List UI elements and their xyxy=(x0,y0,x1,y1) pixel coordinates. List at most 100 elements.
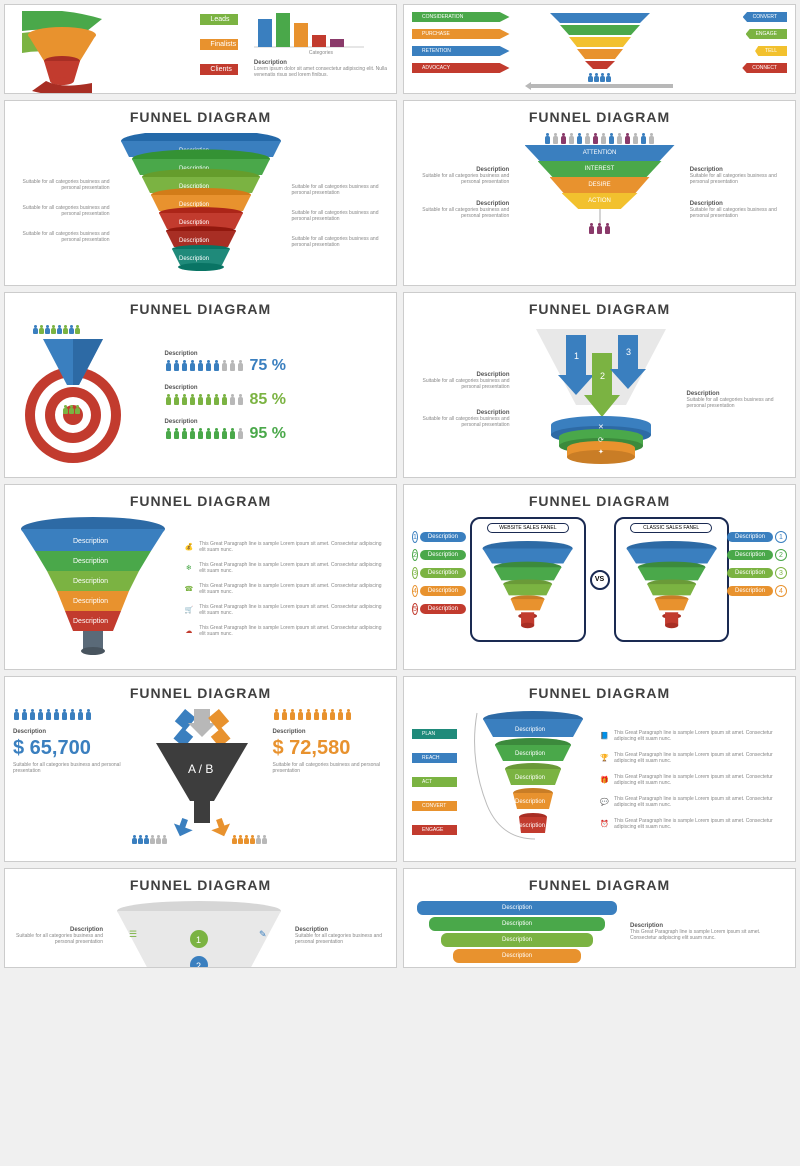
slide-6: FUNNEL DIAGRAM DescriptionSuitable for a… xyxy=(403,292,796,478)
ribbon-funnel: Description Description Description Desc… xyxy=(465,709,593,849)
stage-attention: ATTENTION xyxy=(525,145,675,161)
title: FUNNEL DIAGRAM xyxy=(13,109,388,125)
ab-funnel: A / B xyxy=(132,709,267,844)
svg-text:✕: ✕ xyxy=(598,424,604,431)
return-arrow xyxy=(525,82,675,92)
people-left xyxy=(13,709,126,721)
cap-l1: Suitable for all categories business and… xyxy=(20,179,110,191)
svg-text:Description: Description xyxy=(73,558,108,565)
striped-funnel xyxy=(545,11,655,71)
funnel-ribbon xyxy=(22,11,192,93)
left-tag-1: CONSIDERATION xyxy=(412,12,510,22)
stage-action: ACTION xyxy=(562,193,638,209)
bullet-4: 🛒This Great Paragraph line is sample Lor… xyxy=(185,604,389,616)
label-leads: Leads xyxy=(200,14,238,25)
stage-desire: DESIRE xyxy=(550,177,650,193)
svg-text:Description: Description xyxy=(73,598,108,605)
svg-text:Description: Description xyxy=(179,202,209,208)
target-funnel xyxy=(13,325,155,465)
svg-text:Description: Description xyxy=(515,823,545,829)
phone-icon: ☎ xyxy=(185,584,194,594)
right-tag-1: CONVERT xyxy=(743,12,787,22)
stage-tags: PLAN REACH ACT CONVERT ENGAGE xyxy=(412,722,457,836)
svg-text:Description: Description xyxy=(73,578,108,585)
gray-funnel: 1 2 ☰ ✎ xyxy=(109,901,289,968)
svg-text:2: 2 xyxy=(196,961,201,968)
svg-text:3: 3 xyxy=(626,347,631,357)
cap-r1: Suitable for all categories business and… xyxy=(292,184,382,196)
slide-10: FUNNEL DIAGRAM PLAN REACH ACT CONVERT EN… xyxy=(403,676,796,862)
cup-funnel: Description Description Description Desc… xyxy=(13,517,171,657)
people-walk xyxy=(588,73,611,82)
trophy-icon: 🏆 xyxy=(600,753,609,763)
vs-left-card: WEBSITE SALES FANEL xyxy=(470,517,585,642)
people-right xyxy=(273,709,386,721)
people-bottom xyxy=(588,223,611,235)
svg-text:☰: ☰ xyxy=(129,929,137,939)
slide-4: FUNNEL DIAGRAM DescriptionSuitable for a… xyxy=(403,100,796,286)
chart-caption: Categories xyxy=(254,50,388,56)
slide-8: FUNNEL DIAGRAM 1Description 2Description… xyxy=(403,484,796,670)
label-finalists: Finalists xyxy=(200,39,238,50)
svg-text:Description: Description xyxy=(179,256,209,262)
svg-text:✦: ✦ xyxy=(598,448,604,456)
slide-5: FUNNEL DIAGRAM Description xyxy=(4,292,397,478)
right-tag-4: CONNECT xyxy=(742,63,787,73)
cap-r3: Suitable for all categories business and… xyxy=(292,236,382,248)
vs-right-card: CLASSIC SALES FANEL xyxy=(614,517,729,642)
bullet-5: ☁This Great Paragraph line is sample Lor… xyxy=(185,625,389,637)
svg-text:Description: Description xyxy=(73,538,108,545)
label-clients: Clients xyxy=(200,64,238,75)
slide-12: FUNNEL DIAGRAM Description Description D… xyxy=(403,868,796,968)
left-tag-2: PURCHASE xyxy=(412,29,510,39)
desc-body: Lorem ipsum dolor sit amet consectetur a… xyxy=(254,66,388,78)
bullet-1: 💰This Great Paragraph line is sample Lor… xyxy=(185,541,389,553)
cap-l2: Suitable for all categories business and… xyxy=(20,205,110,217)
svg-text:1: 1 xyxy=(196,935,201,945)
left-tag-4: ADVOCACY xyxy=(412,63,510,73)
slide-grid: Leads Finalists Clients Categories Descr… xyxy=(0,0,800,972)
slide-7: FUNNEL DIAGRAM Description Description D… xyxy=(4,484,397,670)
pct-row-2: Description 85 % xyxy=(165,385,388,409)
amount-left: $ 65,700 xyxy=(13,737,126,760)
slide-3: FUNNEL DIAGRAM Suitable for all categori… xyxy=(4,100,397,286)
svg-text:Description: Description xyxy=(179,220,209,226)
stacked-3d-funnel: Description Description Description Descrip… xyxy=(116,133,286,283)
title: FUNNEL DIAGRAM xyxy=(13,301,388,317)
cloud-icon: ☁ xyxy=(185,626,194,636)
flat-bands: Description Description Description Desc… xyxy=(412,901,622,963)
right-pills: Description1 Description2 Description3 D… xyxy=(735,517,788,597)
svg-text:Description: Description xyxy=(515,751,545,757)
amount-right: $ 72,580 xyxy=(273,737,386,760)
book-icon: 📘 xyxy=(600,731,609,741)
svg-text:Description: Description xyxy=(515,727,545,733)
people-top xyxy=(544,133,655,145)
svg-text:✎: ✎ xyxy=(259,929,267,939)
right-tag-2: ENGAGE xyxy=(746,29,787,39)
cap-r2: Suitable for all categories business and… xyxy=(292,210,382,222)
slide-9: FUNNEL DIAGRAM Description $ 65,700 Suit… xyxy=(4,676,397,862)
snow-icon: ❄ xyxy=(185,563,194,573)
clock-icon: ⏰ xyxy=(600,819,609,829)
title: FUNNEL DIAGRAM xyxy=(412,877,787,893)
slide-11: FUNNEL DIAGRAM DescriptionSuitable for a… xyxy=(4,868,397,968)
bag-icon: 💰 xyxy=(185,542,194,552)
bullet-3: ☎This Great Paragraph line is sample Lor… xyxy=(185,583,389,595)
left-pills: 1Description 2Description 3Description 4… xyxy=(412,517,465,615)
pct-row-3: Description 95 % xyxy=(165,419,388,443)
svg-text:Description: Description xyxy=(515,775,545,781)
mini-bar-chart xyxy=(254,11,374,49)
svg-text:2: 2 xyxy=(600,371,605,381)
svg-text:1: 1 xyxy=(574,351,579,361)
slide-2: CONSIDERATION PURCHASE RETENTION ADVOCAC… xyxy=(403,4,796,94)
svg-text:Description: Description xyxy=(179,238,209,244)
chat-icon: 💬 xyxy=(600,797,609,807)
bullet-2: ❄This Great Paragraph line is sample Lor… xyxy=(185,562,389,574)
svg-text:⟳: ⟳ xyxy=(598,437,604,444)
title: FUNNEL DIAGRAM xyxy=(13,493,388,509)
right-tag-3: TELL xyxy=(755,46,787,56)
title: FUNNEL DIAGRAM xyxy=(412,109,787,125)
left-tag-3: RETENTION xyxy=(412,46,510,56)
title: FUNNEL DIAGRAM xyxy=(13,877,388,893)
cap-l3: Suitable for all categories business and… xyxy=(20,231,110,243)
